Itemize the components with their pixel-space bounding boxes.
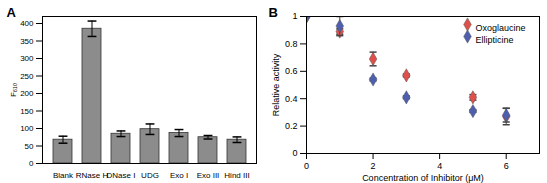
svg-text:6: 6 bbox=[504, 161, 509, 171]
svg-text:A: A bbox=[7, 5, 17, 20]
svg-text:0.8: 0.8 bbox=[285, 39, 298, 49]
svg-text:Blank: Blank bbox=[53, 171, 74, 180]
svg-text:0.2: 0.2 bbox=[285, 121, 298, 131]
svg-text:UDG: UDG bbox=[141, 171, 159, 180]
svg-text:200: 200 bbox=[20, 89, 34, 98]
svg-text:Exo I: Exo I bbox=[170, 171, 188, 180]
svg-text:Ellipticine: Ellipticine bbox=[476, 35, 514, 45]
svg-text:0.4: 0.4 bbox=[285, 94, 298, 104]
svg-text:F₆₁₀: F₆₁₀ bbox=[9, 83, 18, 97]
svg-text:B: B bbox=[269, 5, 278, 20]
svg-text:Concentration of Inhibitor (μM: Concentration of Inhibitor (μM) bbox=[362, 173, 484, 183]
svg-text:DNase I: DNase I bbox=[107, 171, 136, 180]
svg-text:350: 350 bbox=[20, 37, 34, 46]
svg-text:250: 250 bbox=[20, 72, 34, 81]
svg-text:0: 0 bbox=[304, 161, 309, 171]
svg-text:Oxoglaucine: Oxoglaucine bbox=[476, 23, 526, 33]
svg-text:2: 2 bbox=[371, 161, 376, 171]
svg-text:150: 150 bbox=[20, 107, 34, 116]
svg-text:50: 50 bbox=[25, 142, 34, 151]
svg-text:100: 100 bbox=[20, 124, 34, 133]
svg-text:400: 400 bbox=[20, 19, 34, 28]
svg-text:4: 4 bbox=[437, 161, 442, 171]
svg-text:Relative activity: Relative activity bbox=[271, 53, 281, 116]
svg-text:Exo III: Exo III bbox=[197, 171, 220, 180]
svg-text:300: 300 bbox=[20, 54, 34, 63]
svg-text:0: 0 bbox=[292, 148, 297, 158]
svg-text:1: 1 bbox=[292, 11, 297, 21]
svg-text:0.6: 0.6 bbox=[285, 66, 298, 76]
svg-text:0: 0 bbox=[29, 159, 34, 168]
svg-text:RNase H: RNase H bbox=[76, 171, 109, 180]
svg-text:Hind III: Hind III bbox=[224, 171, 249, 180]
